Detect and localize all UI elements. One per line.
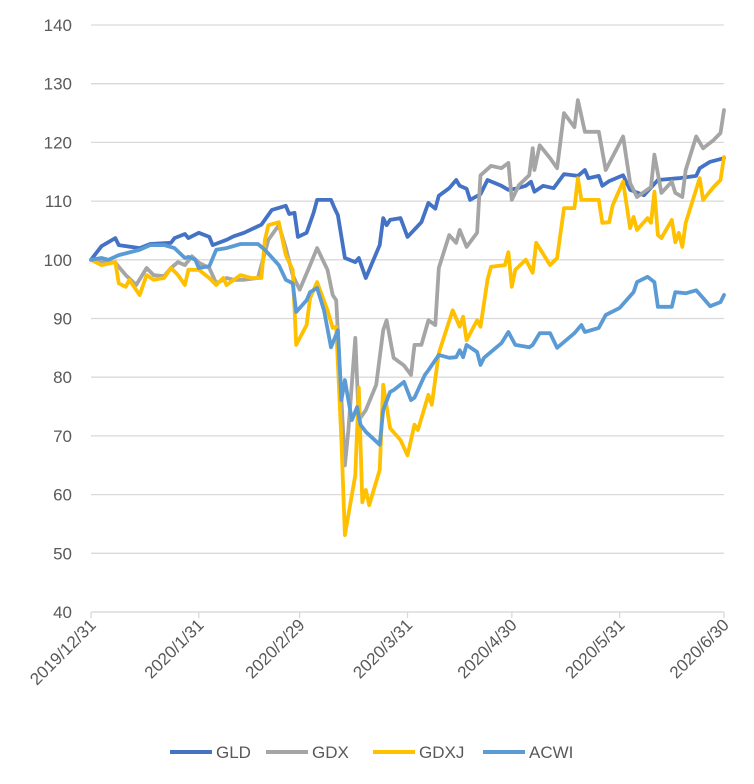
legend: GLD GDX GDXJ ACWI [170,743,573,762]
x-axis-tick-labels: 2019/12/31 2020/1/31 2020/2/29 2020/3/31 202… [26,615,733,689]
y-tick-label: 110 [45,192,72,211]
x-tick-label: 2020/1/31 [141,615,208,682]
x-tick-label: 2020/4/30 [454,615,521,682]
y-tick-label: 70 [53,427,72,446]
series-line-gld [89,156,726,280]
y-tick-label: 130 [44,75,72,94]
y-tick-label: 100 [44,251,72,270]
legend-label: GDXJ [419,743,464,762]
y-tick-label: 120 [44,133,72,152]
legend-item-gdxj: GDXJ [373,743,464,762]
y-tick-label: 50 [53,544,72,563]
y-tick-label: 80 [53,368,72,387]
x-tick-label: 2020/6/30 [666,615,733,682]
y-tick-label: 140 [44,16,72,35]
legend-item-acwi: ACWI [483,743,573,762]
legend-label: GLD [216,743,251,762]
series-lines [89,98,726,537]
series-line-gdx [89,98,726,468]
gridlines [90,24,725,618]
legend-label: GDX [312,743,349,762]
y-tick-label: 90 [53,310,72,329]
x-tick-label: 2020/5/31 [562,615,629,682]
x-tick-label: 2020/2/29 [242,615,309,682]
x-tick-label: 2019/12/31 [26,615,100,689]
legend-item-gdx: GDX [266,743,349,762]
y-tick-label: 60 [53,486,72,505]
y-axis-tick-labels: 40 50 60 70 80 90 100 110 120 130 140 [44,16,72,622]
legend-item-gld: GLD [170,743,251,762]
series-line-gdxj [89,155,726,537]
series-line-acwi [89,242,726,447]
legend-label: ACWI [529,743,573,762]
y-tick-label: 40 [53,603,72,622]
x-tick-label: 2020/3/31 [349,615,416,682]
